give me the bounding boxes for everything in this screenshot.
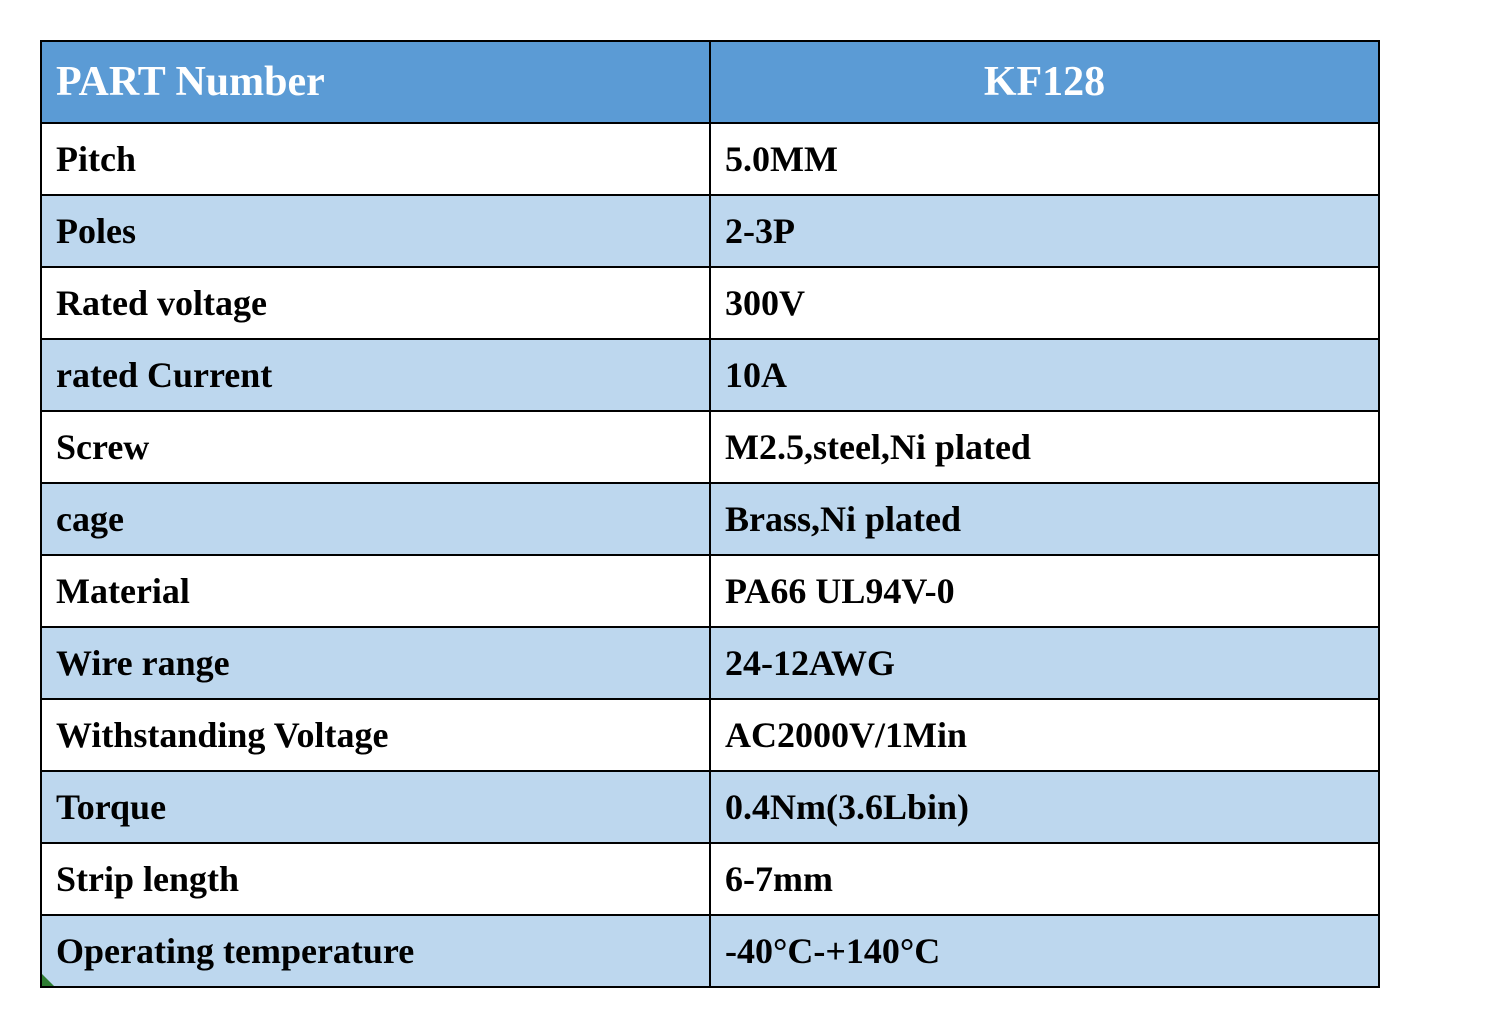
row-value: M2.5,steel,Ni plated (710, 411, 1379, 483)
row-label: Rated voltage (41, 267, 710, 339)
table-row: rated Current 10A (41, 339, 1379, 411)
table-row: Withstanding Voltage AC2000V/1Min (41, 699, 1379, 771)
row-label: Withstanding Voltage (41, 699, 710, 771)
row-label: Strip length (41, 843, 710, 915)
table-row: Rated voltage 300V (41, 267, 1379, 339)
row-value: PA66 UL94V-0 (710, 555, 1379, 627)
table-row: Operating temperature -40°C-+140°C (41, 915, 1379, 987)
row-value: 300V (710, 267, 1379, 339)
row-label: cage (41, 483, 710, 555)
row-value: AC2000V/1Min (710, 699, 1379, 771)
table-row: Poles 2-3P (41, 195, 1379, 267)
row-value: 0.4Nm(3.6Lbin) (710, 771, 1379, 843)
header-part-number: PART Number (41, 41, 710, 123)
row-value: 6-7mm (710, 843, 1379, 915)
row-label: Material (41, 555, 710, 627)
row-label: rated Current (41, 339, 710, 411)
row-value: Brass,Ni plated (710, 483, 1379, 555)
row-label: Poles (41, 195, 710, 267)
row-label: Screw (41, 411, 710, 483)
row-value: -40°C-+140°C (710, 915, 1379, 987)
table-row: Pitch 5.0MM (41, 123, 1379, 195)
table-row: Material PA66 UL94V-0 (41, 555, 1379, 627)
row-label: Torque (41, 771, 710, 843)
table-row: Torque 0.4Nm(3.6Lbin) (41, 771, 1379, 843)
row-value: 24-12AWG (710, 627, 1379, 699)
spec-table: PART Number KF128 Pitch 5.0MM Poles 2-3P… (40, 40, 1380, 988)
row-label: Pitch (41, 123, 710, 195)
table-header-row: PART Number KF128 (41, 41, 1379, 123)
header-model: KF128 (710, 41, 1379, 123)
row-value: 2-3P (710, 195, 1379, 267)
table-row: Wire range 24-12AWG (41, 627, 1379, 699)
table-row: Strip length 6-7mm (41, 843, 1379, 915)
table-row: Screw M2.5,steel,Ni plated (41, 411, 1379, 483)
row-label: Wire range (41, 627, 710, 699)
table-row: cage Brass,Ni plated (41, 483, 1379, 555)
row-label: Operating temperature (41, 915, 710, 987)
row-value: 5.0MM (710, 123, 1379, 195)
row-value: 10A (710, 339, 1379, 411)
